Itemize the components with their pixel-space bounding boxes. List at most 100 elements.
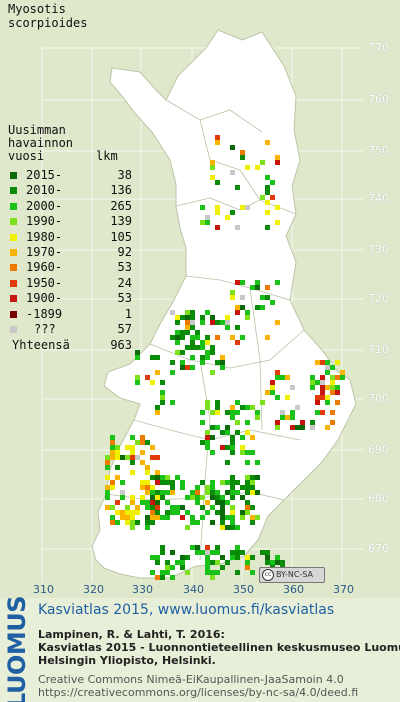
observation-dot: [180, 560, 185, 565]
legend-count: 57: [117, 321, 132, 336]
observation-dot: [205, 355, 210, 360]
observation-dot: [190, 495, 195, 500]
x-tick-label: 310: [33, 583, 54, 596]
observation-dot: [260, 305, 265, 310]
observation-dot: [240, 495, 245, 500]
observation-dot: [140, 440, 145, 445]
observation-dot: [275, 420, 280, 425]
observation-dot: [145, 520, 150, 525]
legend-count-heading: lkm: [96, 149, 118, 163]
observation-dot: [150, 570, 155, 575]
observation-dot: [170, 400, 175, 405]
observation-dot: [250, 405, 255, 410]
observation-dot: [205, 545, 210, 550]
observation-dot: [230, 415, 235, 420]
observation-dot: [180, 515, 185, 520]
observation-dot: [190, 310, 195, 315]
observation-dot: [245, 505, 250, 510]
observation-dot: [190, 320, 195, 325]
observation-dot: [215, 550, 220, 555]
observation-dot: [180, 350, 185, 355]
x-tick-label: 340: [183, 583, 204, 596]
observation-dot: [240, 515, 245, 520]
observation-dot: [220, 505, 225, 510]
observation-dot: [115, 475, 120, 480]
legend-swatch: [10, 218, 17, 226]
observation-dot: [325, 370, 330, 375]
observation-dot: [175, 320, 180, 325]
observation-dot: [290, 415, 295, 420]
observation-dot: [180, 330, 185, 335]
observation-dot: [340, 375, 345, 380]
observation-dot: [135, 375, 140, 380]
y-tick-label: 700: [368, 392, 389, 405]
observation-dot: [330, 375, 335, 380]
observation-dot: [185, 325, 190, 330]
observation-dot: [230, 145, 235, 150]
observation-dot: [215, 205, 220, 210]
observation-dot: [205, 405, 210, 410]
observation-dot: [165, 560, 170, 565]
observation-dot: [320, 390, 325, 395]
cc-badge-text: BY-NC-SA: [276, 570, 314, 579]
observation-dot: [320, 385, 325, 390]
observation-dot: [180, 480, 185, 485]
observation-dot: [215, 210, 220, 215]
legend-label: 1900-: [26, 291, 63, 306]
observation-dot: [120, 515, 125, 520]
observation-dot: [200, 360, 205, 365]
license-line-1: Creative Commons Nimeä-EiKaupallinen-Jaa…: [38, 673, 344, 686]
observation-dot: [215, 490, 220, 495]
observation-dot: [110, 455, 115, 460]
observation-dot: [265, 335, 270, 340]
observation-dot: [325, 395, 330, 400]
observation-dot: [170, 575, 175, 580]
observation-dot: [325, 400, 330, 405]
observation-dot: [240, 550, 245, 555]
observation-dot: [140, 480, 145, 485]
observation-dot: [230, 495, 235, 500]
observation-dot: [245, 420, 250, 425]
observation-dot: [250, 435, 255, 440]
legend-label: 2010-: [26, 183, 63, 198]
observation-dot: [185, 555, 190, 560]
observation-dot: [120, 455, 125, 460]
observation-dot: [175, 560, 180, 565]
observation-dot: [245, 510, 250, 515]
observation-dot: [335, 390, 340, 395]
observation-dot: [295, 405, 300, 410]
x-tick-label: 320: [83, 583, 104, 596]
observation-dot: [155, 405, 160, 410]
observation-dot: [155, 495, 160, 500]
observation-dot: [130, 495, 135, 500]
observation-dot: [245, 555, 250, 560]
observation-dot: [290, 425, 295, 430]
observation-dot: [135, 380, 140, 385]
observation-dot: [275, 560, 280, 565]
observation-dot: [155, 470, 160, 475]
observation-dot: [230, 480, 235, 485]
observation-dot: [165, 480, 170, 485]
observation-dot: [235, 325, 240, 330]
observation-dot: [225, 480, 230, 485]
observation-dot: [320, 360, 325, 365]
observation-dot: [200, 340, 205, 345]
observation-dot: [250, 285, 255, 290]
observation-dot: [250, 490, 255, 495]
observation-dot: [275, 395, 280, 400]
observation-dot: [105, 475, 110, 480]
observation-dot: [195, 335, 200, 340]
observation-dot: [245, 315, 250, 320]
observation-dot: [275, 555, 280, 560]
observation-dot: [205, 570, 210, 575]
legend-swatch: [10, 172, 17, 179]
observation-dot: [325, 425, 330, 430]
observation-dot: [220, 355, 225, 360]
observation-dot: [190, 340, 195, 345]
observation-dot: [255, 475, 260, 480]
observation-dot: [250, 480, 255, 485]
legend-count: 92: [117, 244, 132, 259]
legend-row: 1960- 53: [8, 260, 136, 275]
observation-dot: [190, 345, 195, 350]
legend-total-row: Yhteensä 963: [8, 337, 136, 353]
